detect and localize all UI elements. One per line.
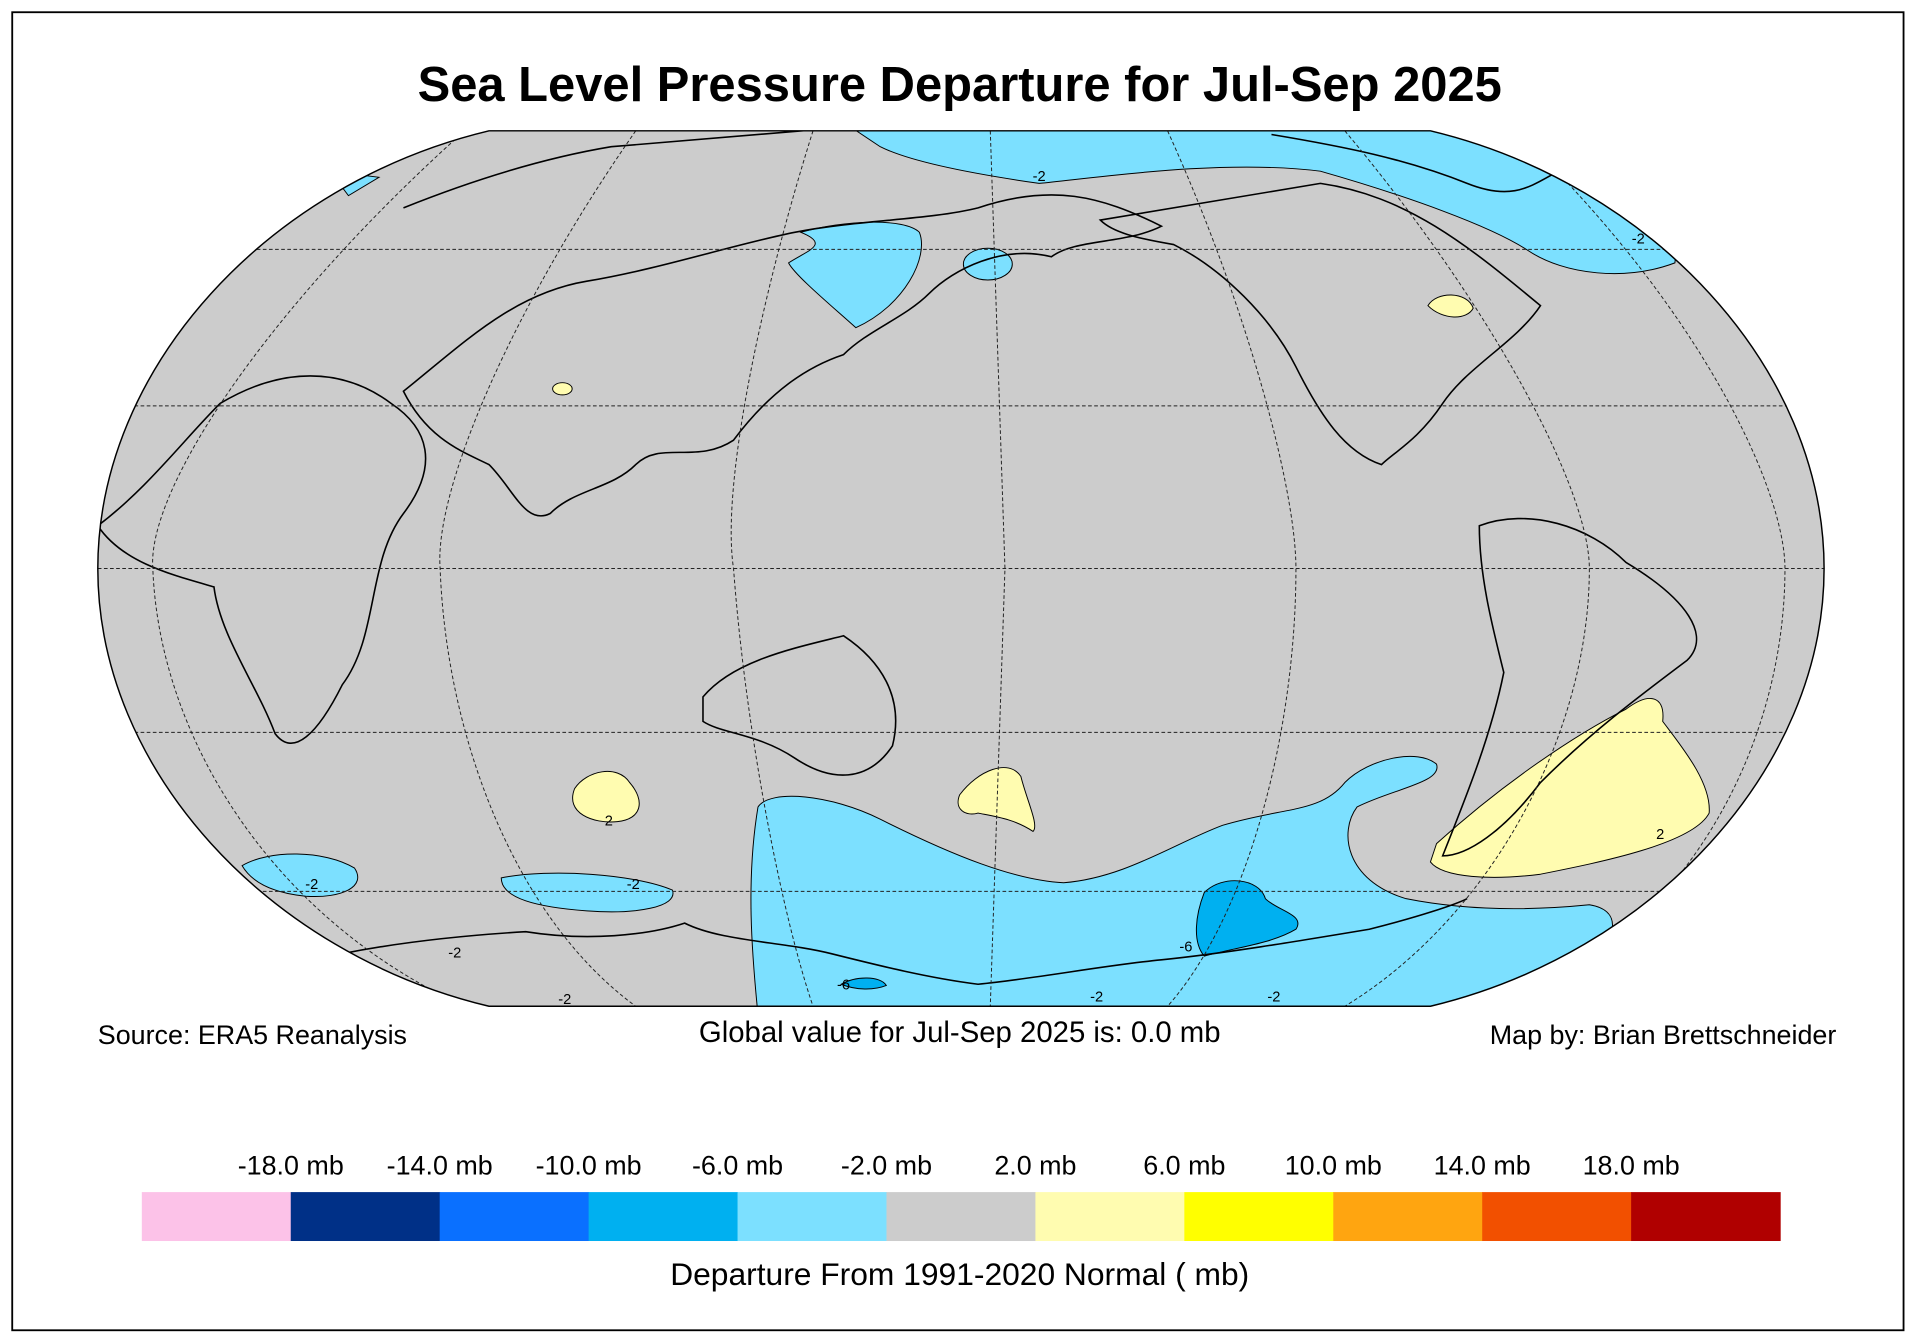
legend-label: 6.0 mb <box>1143 1151 1225 1181</box>
contour-label: -2 <box>1267 990 1280 1006</box>
legend-swatch <box>1482 1192 1632 1242</box>
coastline <box>403 130 832 209</box>
area-strong-negative <box>1195 880 1299 957</box>
area-negative <box>841 130 1688 275</box>
legend-swatch <box>886 1192 1037 1242</box>
global-value: Global value for Jul-Sep 2025 is: 0.0 mb <box>699 1016 1221 1049</box>
legend-swatch <box>1184 1192 1334 1242</box>
contour-label: 2 <box>605 814 613 830</box>
graticule <box>1515 130 1786 1007</box>
source: Source: ERA5 Reanalysis <box>98 1020 407 1050</box>
contour-label: -2 <box>627 877 640 893</box>
legend-label: 14.0 mb <box>1434 1151 1531 1181</box>
coastline <box>1441 517 1698 857</box>
coastline <box>402 194 1164 517</box>
legend-swatch <box>1631 1192 1781 1242</box>
legend-swatch <box>141 1192 292 1242</box>
legend-label: 10.0 mb <box>1285 1151 1382 1181</box>
contour-label: -2 <box>448 946 461 962</box>
area-negative <box>962 247 1013 281</box>
legend-label: -18.0 mb <box>238 1151 344 1181</box>
map-outline <box>97 130 1825 1007</box>
contour-label: -6 <box>837 977 850 993</box>
legend-swatch <box>588 1192 739 1242</box>
area-positive <box>1429 698 1710 878</box>
graticule <box>730 130 814 1007</box>
legend-label: 2.0 mb <box>994 1151 1076 1181</box>
contour-label: -2 <box>1632 232 1645 248</box>
graticule <box>1167 130 1297 1007</box>
legend-swatch <box>1333 1192 1483 1242</box>
map: -2 -2 2 -2 -2 2 -6 -6 -2 -2 -2 -2 <box>97 130 1825 1008</box>
graticule <box>152 130 465 1007</box>
legend-swatch <box>290 1192 441 1242</box>
graticule <box>439 130 637 1007</box>
legend-swatch <box>439 1192 590 1242</box>
area-negative <box>787 221 922 329</box>
contour-label: -6 <box>1179 939 1192 955</box>
legend-label: -2.0 mb <box>841 1151 932 1181</box>
coastline <box>342 897 1468 986</box>
contour-label: -2 <box>558 992 571 1008</box>
coastline <box>1098 182 1542 466</box>
legend-title: Departure From 1991-2020 Normal ( mb) <box>670 1256 1249 1292</box>
graticule <box>1344 130 1590 1007</box>
area-positive <box>1427 294 1474 318</box>
area-positive <box>552 382 573 396</box>
area-positive <box>957 767 1036 833</box>
area-positive <box>572 770 640 823</box>
contour-labels: -2 -2 2 -2 -2 2 -6 -6 -2 -2 -2 -2 <box>305 169 1664 1008</box>
legend-label: -6.0 mb <box>692 1151 783 1181</box>
coastline <box>97 375 427 744</box>
legend-label: 18.0 mb <box>1583 1151 1680 1181</box>
legend-label: -10.0 mb <box>536 1151 642 1181</box>
title: Sea Level Pressure Departure for Jul-Sep… <box>418 58 1502 112</box>
legend-swatch <box>1035 1192 1185 1242</box>
contour-label: -2 <box>305 877 318 893</box>
contour-label: -2 <box>1090 990 1103 1006</box>
contour-label: 2 <box>1656 827 1664 843</box>
area-negative <box>500 872 674 913</box>
legend-label: -14.0 mb <box>387 1151 493 1181</box>
area-strong-negative <box>840 977 888 990</box>
credit: Map by: Brian Brettschneider <box>1490 1020 1837 1050</box>
contour-label: -2 <box>1033 169 1046 185</box>
graticule <box>989 130 1006 1007</box>
coastline <box>702 634 897 776</box>
area-negative <box>241 853 359 898</box>
legend-swatch <box>737 1192 888 1242</box>
coastline <box>1271 133 1590 193</box>
legend: -18.0 mb -14.0 mb -10.0 mb -6.0 mb -2.0 mb 2.… <box>141 1151 1781 1242</box>
